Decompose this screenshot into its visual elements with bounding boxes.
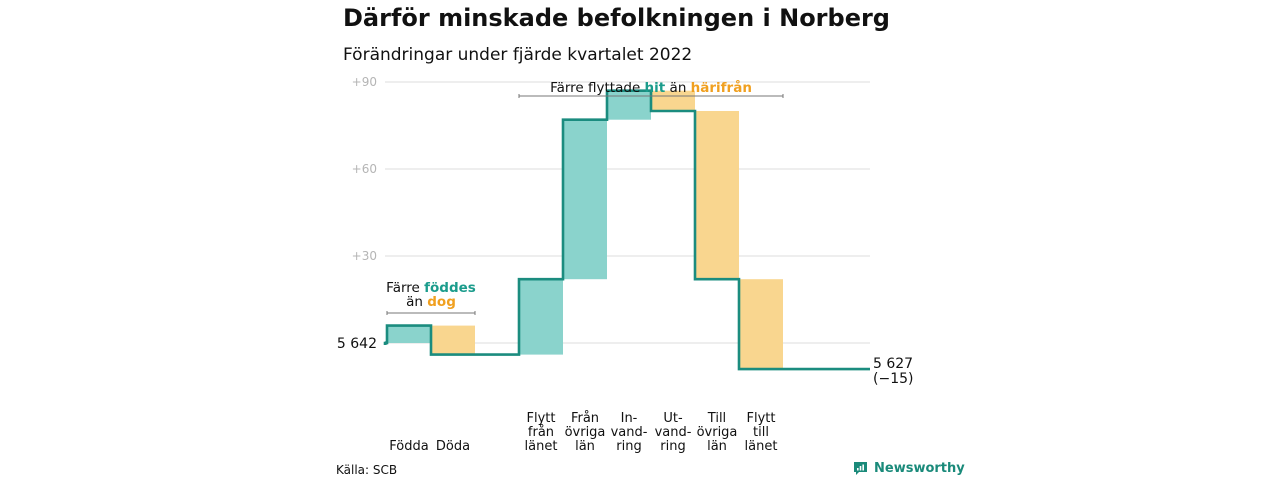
category-label: från: [528, 425, 554, 440]
y-tick-label: +30: [352, 249, 377, 263]
annotation-part: än: [406, 294, 427, 310]
bar-increase: [387, 325, 431, 343]
category-label: Födda: [389, 439, 428, 454]
y-tick-label: +60: [352, 162, 377, 176]
newsworthy-logo-icon: [854, 462, 867, 475]
chart-subtitle: Förändringar under fjärde kvartalet 2022: [343, 45, 693, 65]
category-label: län: [707, 439, 727, 454]
annotation-part: föddes: [424, 280, 476, 296]
bar-decrease: [739, 279, 783, 370]
category-label: övriga: [697, 425, 738, 440]
population-step-line: [383, 89, 870, 371]
annotation-part: dog: [427, 294, 456, 310]
bar-increase: [519, 279, 563, 355]
annotation-part: härifrån: [691, 79, 752, 96]
annotation-part: Färre: [386, 280, 424, 296]
category-label: ring: [660, 439, 685, 454]
start-point: [384, 341, 388, 345]
category-label: Flytt: [527, 411, 556, 426]
category-label: till: [753, 425, 769, 440]
chart-title: Därför minskade befolkningen i Norberg: [343, 4, 890, 32]
category-label: länet: [525, 439, 558, 454]
category-label: ring: [616, 439, 641, 454]
category-label: övriga: [565, 425, 606, 440]
annotation-text: Färre flyttade hit än härifrån: [550, 79, 752, 96]
brand-logo: Newsworthy: [853, 461, 965, 476]
bar-increase: [563, 119, 607, 280]
y-tick-label: +90: [352, 75, 377, 89]
category-label: vand-: [611, 425, 648, 440]
end-value-label: 5 627: [873, 356, 913, 372]
brand-name: Newsworthy: [874, 461, 965, 476]
annotation-part: Färre flyttade: [550, 80, 644, 96]
category-label: Ut-: [663, 411, 683, 426]
end-change-label: (−15): [873, 371, 913, 387]
category-label: vand-: [655, 425, 692, 440]
source-note: Källa: SCB: [336, 463, 398, 477]
category-label: Flytt: [747, 411, 776, 426]
category-label: län: [575, 439, 595, 454]
bar-decrease: [695, 111, 739, 280]
category-label: Från: [571, 411, 599, 426]
category-label: Till: [707, 411, 726, 426]
annotation-part: än: [665, 80, 690, 96]
bar-decrease: [431, 325, 475, 355]
start-value-label: 5 642: [337, 336, 377, 352]
category-label: In-: [621, 411, 638, 426]
category-label: länet: [745, 439, 778, 454]
annotation-text: än dog: [406, 294, 456, 310]
annotation-part: hit: [645, 80, 666, 96]
annotation-text: Färre föddes: [386, 280, 476, 296]
category-label: Döda: [436, 439, 470, 454]
